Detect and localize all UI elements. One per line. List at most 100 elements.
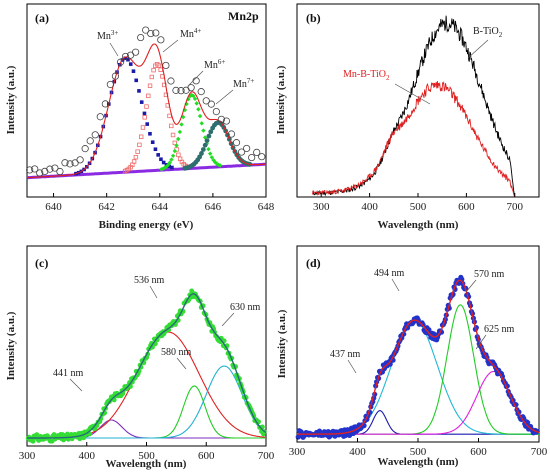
xps-component-2-point xyxy=(156,63,162,68)
xps-experimental-point xyxy=(26,166,34,174)
annotation-mn7: Mn7+ xyxy=(233,77,254,90)
annotation-437-pointer xyxy=(347,359,357,374)
xps-experimental-point xyxy=(111,72,120,80)
xps-experimental-point xyxy=(147,29,155,38)
x-tick-label: 644 xyxy=(152,201,169,213)
xps-experimental-point xyxy=(232,139,241,147)
xps-component-3-point xyxy=(169,157,174,162)
xps-component-3-point xyxy=(209,155,215,160)
x-tick-label: 700 xyxy=(531,446,548,458)
xps-component-3-point xyxy=(196,107,201,112)
x-tick-label: 300 xyxy=(289,446,306,458)
xps-component-1-point xyxy=(123,56,128,61)
xps-component-1-point xyxy=(137,89,141,93)
panel-c: (c) Wavelength (nm) Intensity (a.u.) 300… xyxy=(5,245,275,470)
xps-experimental-point xyxy=(56,167,64,176)
x-tick-label: 648 xyxy=(258,201,275,213)
xps-component-2-point xyxy=(147,83,153,88)
xps-component-1-point xyxy=(145,122,150,126)
xps-component-2-point xyxy=(167,113,172,119)
panel-d-xlabel: Wavelength (nm) xyxy=(378,456,459,468)
xps-component-1-point xyxy=(170,165,174,170)
xps-component-1-point xyxy=(134,78,139,83)
xps-component-1-point xyxy=(139,100,144,104)
panel-a-plot xyxy=(26,26,267,180)
xps-component-3-point xyxy=(191,93,196,99)
annotation-580-pointer xyxy=(176,357,187,370)
xps-component-2-point xyxy=(158,67,163,72)
xps-experimental-point xyxy=(222,117,231,125)
panel-a-frame xyxy=(26,3,267,198)
xps-component-1-point xyxy=(159,157,163,162)
xps-component-4-point xyxy=(200,147,206,152)
panel-a-annotations: Mn3+ Mn4+ Mn6+ Mn7+ xyxy=(97,27,254,105)
xps-experimental-point xyxy=(172,86,180,94)
annotation-630-pointer xyxy=(221,312,235,327)
annotation-494: 494 nm xyxy=(374,268,405,279)
xps-experimental-point xyxy=(31,165,39,173)
annotation-mn6-pointer xyxy=(187,70,204,87)
x-tick-label: 640 xyxy=(45,201,62,213)
x-tick-label: 500 xyxy=(138,450,155,462)
xps-experimental-point xyxy=(86,137,94,145)
x-tick-label: 400 xyxy=(79,450,96,462)
xps-component-2-point xyxy=(149,74,155,80)
xps-component-3-point xyxy=(179,122,184,127)
panel-d-plot xyxy=(295,274,540,440)
annotation-630: 630 nm xyxy=(230,302,261,313)
x-tick-label: 642 xyxy=(98,201,115,213)
xps-experimental-point xyxy=(258,153,266,161)
xps-experimental-point xyxy=(157,36,165,44)
xps-experimental-point xyxy=(46,165,54,173)
annotation-441-pointer xyxy=(69,378,83,392)
xps-experimental-point xyxy=(217,115,225,123)
panel-c-xlabel: Wavelength (nm) xyxy=(106,458,187,470)
legend-b-tio2-pointer xyxy=(467,39,489,59)
fit-sum-line xyxy=(27,293,267,439)
xps-component-1-point xyxy=(161,160,166,165)
xps-component-3-point xyxy=(172,148,178,154)
x-tick-label: 300 xyxy=(19,450,36,462)
panel-b-ylabel: Intensity (a.u.) xyxy=(275,65,287,134)
xps-experimental-point xyxy=(167,77,175,85)
xps-component-2-point xyxy=(176,152,181,157)
xps-component-3-point xyxy=(175,136,181,142)
xps-component-4-point xyxy=(204,138,210,143)
xps-experimental-point xyxy=(132,48,140,56)
experimental-point xyxy=(34,432,40,438)
xps-experimental-point xyxy=(253,148,261,157)
xps-experimental-point xyxy=(162,61,170,70)
xps-component-4-point xyxy=(208,129,214,135)
x-tick-label: 500 xyxy=(410,201,427,213)
panel-d-label: (d) xyxy=(306,256,321,270)
panel-c-ticks: 300 400 500 600 700 xyxy=(19,442,275,462)
xps-experimental-point xyxy=(91,131,99,139)
experimental-point xyxy=(30,438,36,444)
annotation-mn4: Mn4+ xyxy=(180,27,201,40)
xps-experimental-point xyxy=(192,77,200,85)
panel-a-ticks: 640 642 644 646 648 xyxy=(45,193,275,213)
x-tick-label: 600 xyxy=(198,450,215,462)
xps-experimental-point xyxy=(106,80,114,89)
panel-b: (b) Wavelength (nm) Intensity (a.u.) 300… xyxy=(275,3,540,231)
x-tick-label: 600 xyxy=(470,446,487,458)
panel-b-label: (b) xyxy=(306,11,321,25)
series-b-tio2-line xyxy=(312,15,516,197)
panel-c-ylabel: Intensity (a.u.) xyxy=(5,311,17,380)
x-tick-label: 646 xyxy=(205,201,222,213)
panel-a-label: (a) xyxy=(35,11,49,25)
xps-component-3-point xyxy=(197,113,203,119)
annotation-570-pointer xyxy=(465,279,477,293)
xps-component-2-point xyxy=(146,93,151,99)
xps-experimental-point xyxy=(61,159,69,167)
xps-component-3-point xyxy=(199,121,204,126)
panel-d-ylabel: Intensity (a.u.) xyxy=(276,309,288,378)
annotation-mn3: Mn3+ xyxy=(97,29,118,42)
annotation-mn3-pointer xyxy=(109,42,119,57)
xps-experimental-point xyxy=(187,84,195,92)
xps-component-1-point xyxy=(128,62,133,66)
x-tick-label: 400 xyxy=(349,446,366,458)
xps-envelope-line xyxy=(26,43,266,179)
xps-experimental-point xyxy=(76,156,84,164)
xps-component-1-point xyxy=(126,57,130,62)
